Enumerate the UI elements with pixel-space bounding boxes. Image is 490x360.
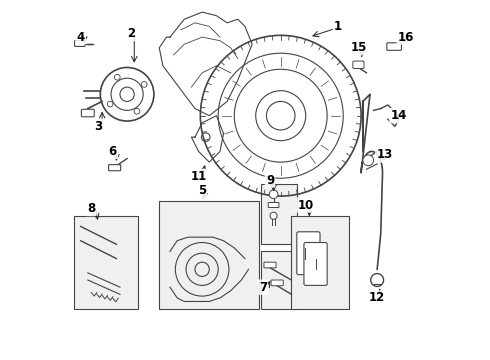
Text: 8: 8 bbox=[87, 202, 96, 215]
Text: 9: 9 bbox=[266, 174, 274, 186]
Circle shape bbox=[363, 155, 373, 166]
Circle shape bbox=[115, 75, 120, 80]
FancyBboxPatch shape bbox=[109, 165, 121, 171]
Circle shape bbox=[270, 190, 278, 199]
Text: 14: 14 bbox=[391, 109, 407, 122]
Text: 12: 12 bbox=[369, 291, 385, 305]
FancyBboxPatch shape bbox=[268, 203, 279, 207]
Circle shape bbox=[270, 212, 277, 219]
Text: 15: 15 bbox=[351, 41, 368, 54]
Text: 7: 7 bbox=[259, 281, 267, 294]
FancyBboxPatch shape bbox=[304, 243, 327, 285]
Bar bbox=[292, 216, 348, 309]
Circle shape bbox=[134, 108, 140, 114]
Text: 4: 4 bbox=[76, 31, 85, 44]
Text: 10: 10 bbox=[297, 198, 314, 212]
FancyBboxPatch shape bbox=[297, 232, 320, 275]
Text: 16: 16 bbox=[397, 31, 414, 44]
FancyBboxPatch shape bbox=[353, 61, 364, 68]
Circle shape bbox=[107, 101, 113, 107]
Bar bbox=[261, 251, 297, 309]
Text: 3: 3 bbox=[95, 120, 102, 133]
Text: 1: 1 bbox=[334, 20, 342, 33]
Circle shape bbox=[141, 82, 147, 87]
Text: 11: 11 bbox=[191, 170, 207, 183]
Text: 13: 13 bbox=[376, 148, 392, 162]
FancyBboxPatch shape bbox=[74, 41, 85, 46]
FancyBboxPatch shape bbox=[81, 109, 94, 117]
Bar bbox=[74, 216, 138, 309]
Text: 2: 2 bbox=[126, 27, 135, 40]
Text: 6: 6 bbox=[109, 145, 117, 158]
FancyBboxPatch shape bbox=[387, 43, 401, 50]
FancyBboxPatch shape bbox=[264, 262, 276, 268]
FancyBboxPatch shape bbox=[271, 280, 283, 286]
Text: 5: 5 bbox=[198, 184, 206, 197]
Bar bbox=[159, 202, 259, 309]
Bar bbox=[261, 184, 297, 244]
